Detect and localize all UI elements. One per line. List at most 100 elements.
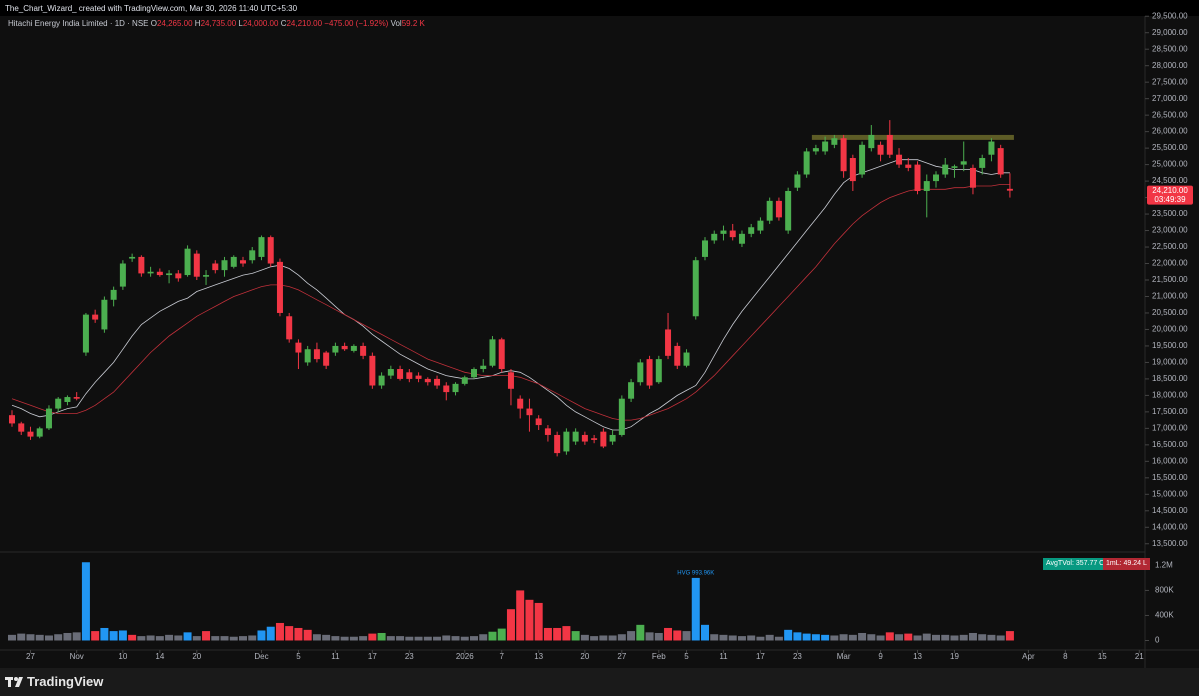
- y-tick-label: 18,500.00: [1152, 374, 1188, 383]
- volume-bar: [257, 630, 266, 641]
- x-tick-label: 27: [26, 652, 35, 661]
- volume-bar: [349, 636, 358, 641]
- y-tick-label: 26,500.00: [1152, 110, 1188, 119]
- candle-body: [702, 240, 708, 257]
- volume-bar: [913, 635, 922, 641]
- candle-body: [424, 378, 431, 383]
- candle-body: [757, 220, 764, 231]
- volume-bar: [359, 636, 368, 641]
- candle-body: [822, 141, 829, 152]
- l-label: L: [238, 19, 243, 28]
- volume-bar: [673, 630, 682, 641]
- y-tick-label: 20,500.00: [1152, 308, 1188, 317]
- candle-body: [618, 398, 625, 435]
- volume-bar: [146, 635, 155, 641]
- volume-bar: [239, 636, 247, 641]
- volume-bar: [17, 633, 26, 641]
- volume-bar: [830, 635, 839, 641]
- volume-bar: [8, 634, 16, 641]
- y-tick-label: 27,000.00: [1152, 94, 1188, 103]
- one-badge: 1mL: 49.24 L: [1103, 558, 1150, 570]
- volume-bar: [442, 635, 451, 641]
- volume-bar: [562, 626, 571, 641]
- volume-bar: [747, 635, 756, 641]
- volume-bar: [479, 634, 488, 641]
- volume-bar: [220, 636, 229, 641]
- volume-bar: [599, 635, 608, 641]
- volume-bar: [368, 633, 377, 641]
- y-tick-label: 29,500.00: [1152, 11, 1188, 20]
- volume-bar: [128, 634, 137, 641]
- y-tick-label: 26,000.00: [1152, 127, 1188, 136]
- x-tick-label: 7: [499, 652, 504, 661]
- header: The_Chart_Wizard_ created with TradingVi…: [5, 4, 298, 13]
- candle-body: [729, 230, 736, 238]
- symbol: Hitachi Energy India Limited · 1D · NSE: [8, 19, 149, 28]
- candle-body: [36, 428, 43, 437]
- volume-bar: [35, 634, 44, 641]
- candle-body: [55, 398, 62, 409]
- x-tick-label: 15: [1098, 652, 1107, 661]
- candle-body: [831, 138, 838, 145]
- candle-body: [840, 138, 847, 172]
- volume-bar: [728, 635, 737, 641]
- y-tick-label: 21,500.00: [1152, 275, 1188, 284]
- x-tick-label: Feb: [652, 652, 666, 661]
- volume-bar: [192, 636, 201, 641]
- volume-bar: [710, 634, 719, 641]
- candle-body: [230, 256, 237, 267]
- candle-body: [563, 431, 570, 452]
- candle-body: [683, 352, 690, 366]
- chart: 13,500.00 14,000.00 14,500.00 15,000.00 15,5…: [0, 0, 1199, 668]
- volume-bar: [312, 634, 321, 641]
- candle-body: [249, 250, 256, 261]
- volume-bar: [645, 632, 654, 641]
- candle-body: [110, 289, 117, 300]
- o-label: O: [150, 19, 157, 28]
- volume-bar: [978, 634, 987, 641]
- candle-body: [27, 431, 34, 437]
- candle-body: [766, 200, 773, 221]
- h-label: H: [194, 19, 201, 28]
- candle-body: [738, 233, 745, 244]
- candle-body: [785, 190, 792, 231]
- x-tick-label: 20: [580, 652, 589, 661]
- volume-bar: [941, 634, 950, 641]
- volume-bar: [802, 633, 811, 641]
- y-tick-label: 25,500.00: [1152, 143, 1188, 152]
- x-tick-label: 11: [331, 652, 340, 661]
- volume-bar: [81, 562, 90, 641]
- x-tick-label: 13: [534, 652, 543, 661]
- x-tick-label: 5: [296, 652, 301, 661]
- volume-bar: [44, 635, 53, 641]
- y-tick-label: 19,500.00: [1152, 341, 1188, 350]
- y-tick-label: 15,000.00: [1152, 489, 1188, 498]
- x-tick-label: 21: [1135, 652, 1144, 661]
- change: −475.00 (−1.92%): [324, 19, 389, 28]
- last-price-label: 24,210.00: [1152, 186, 1188, 195]
- volume-bar: [968, 632, 977, 641]
- y-tick-label: 20,000.00: [1152, 325, 1188, 334]
- candle-body: [988, 141, 995, 155]
- volume-bar: [386, 636, 395, 641]
- candle-body: [489, 339, 496, 366]
- candle-body: [203, 275, 210, 277]
- volume-bar: [451, 636, 460, 641]
- x-tick-label: 27: [617, 652, 626, 661]
- candle-body: [73, 397, 80, 399]
- candle-body: [942, 164, 949, 175]
- candle-body: [665, 329, 672, 356]
- y-tick-label: 13,500.00: [1152, 539, 1188, 548]
- volume-bar: [248, 635, 257, 641]
- candle-body: [775, 200, 782, 218]
- candle-body: [969, 167, 976, 188]
- volume-bar: [183, 632, 192, 641]
- candle-body: [193, 253, 200, 277]
- y-tick-label: 22,500.00: [1152, 242, 1188, 251]
- candle-body: [692, 260, 699, 317]
- volume-bar: [987, 634, 996, 641]
- volume-bar: [405, 636, 414, 641]
- volume-bar: [664, 627, 673, 641]
- brand: TradingView: [27, 674, 104, 689]
